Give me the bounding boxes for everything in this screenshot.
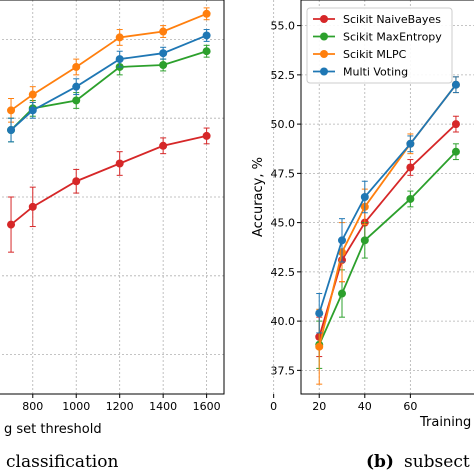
multi_voting-line	[318, 84, 457, 314]
multi_voting-point	[7, 126, 16, 135]
right-caption-text: subsect	[404, 452, 470, 472]
x-tick-label: 20	[312, 400, 326, 413]
mlpc-line	[318, 84, 457, 347]
left-grid	[0, 0, 224, 394]
right-x-ticks: 0 20 40 60	[270, 394, 417, 413]
mlpc-line	[10, 12, 207, 112]
legend-label-multi_voting: Multi Voting	[343, 66, 408, 79]
naive_bayes-point	[28, 202, 37, 211]
y-tick-label: 45.0	[271, 217, 296, 230]
legend: Scikit NaiveBayes Scikit MaxEntropy Scikit…	[306, 7, 453, 84]
mlpc-point	[159, 27, 168, 36]
max_entropy-point	[72, 96, 81, 105]
multi_voting-point	[338, 236, 347, 245]
mlpc-point	[202, 9, 211, 18]
max_entropy-point	[360, 236, 369, 245]
max_entropy-point	[159, 61, 168, 70]
naive_bayes-point	[202, 131, 211, 140]
multi_voting-point	[360, 193, 369, 201]
right-y-axis-label: Accuracy, %	[251, 157, 266, 237]
mlpc-series	[315, 76, 460, 385]
max_entropy-point	[406, 194, 415, 203]
multi_voting-series	[7, 29, 211, 143]
legend-label-max_entropy: Scikit MaxEntropy	[343, 31, 442, 44]
naive_bayes-series	[7, 127, 211, 253]
naive_bayes-point	[115, 159, 124, 168]
multi_voting-point	[202, 31, 211, 40]
right-series-group	[315, 76, 460, 385]
naive_bayes-point	[451, 120, 460, 129]
left-x-ticks: 800 1000 1200 1400 1600	[22, 394, 221, 413]
legend-label-mlpc: Scikit MLPC	[343, 48, 407, 61]
legend-marker-naive_bayes	[320, 15, 328, 23]
x-tick-label: 1200	[106, 400, 134, 413]
mlpc-point	[7, 106, 16, 115]
mlpc-point	[72, 62, 81, 71]
multi_voting-point	[115, 55, 124, 64]
legend-marker-mlpc	[320, 50, 328, 58]
y-tick-label: 52.5	[271, 69, 296, 82]
multi_voting-point	[451, 80, 460, 89]
y-tick-label: 37.5	[271, 364, 296, 377]
y-tick-label: 40.0	[271, 315, 296, 328]
naive_bayes-point	[7, 220, 16, 229]
right-subplot: 0 20 40 60 37.5 40.0 42.5 45.0 47.5 50.0 52.5 55.0…	[251, 0, 474, 430]
mlpc-point	[115, 33, 124, 42]
right-y-ticks: 37.5 40.0 42.5 45.0 47.5 50.0 52.5 55.0	[271, 20, 301, 377]
max_entropy-point	[338, 289, 347, 298]
legend-marker-max_entropy	[320, 32, 328, 41]
multi_voting-point	[315, 309, 324, 318]
naive_bayes-series	[315, 115, 460, 358]
x-tick-label: 1000	[62, 400, 90, 413]
x-tick-label: 800	[22, 400, 43, 413]
left-series-group	[7, 7, 211, 253]
naive_bayes-point	[72, 177, 81, 186]
y-tick-label: 55.0	[271, 20, 296, 33]
x-tick-label: 1600	[193, 400, 221, 413]
right-caption-label: (b)	[366, 452, 394, 472]
multi_voting-line	[10, 34, 207, 131]
y-tick-label: 50.0	[271, 118, 296, 131]
multi_voting-point	[159, 49, 168, 58]
legend-box	[306, 7, 453, 84]
x-tick-label: 0	[270, 400, 277, 413]
mlpc-point	[28, 90, 37, 99]
naive_bayes-point	[159, 141, 168, 150]
y-tick-label: 47.5	[271, 167, 296, 180]
left-caption: classification	[6, 452, 118, 472]
left-x-axis-label: g set threshold	[4, 422, 102, 437]
multi_voting-point	[406, 139, 415, 148]
max_entropy-point	[202, 47, 211, 56]
naive_bayes-point	[406, 163, 415, 172]
x-tick-label: 1400	[149, 400, 177, 413]
max_entropy-point	[451, 147, 460, 156]
x-tick-label: 60	[403, 400, 417, 413]
x-tick-label: 40	[358, 400, 372, 413]
mlpc-point	[315, 342, 324, 351]
max_entropy-series	[7, 44, 211, 143]
naive_bayes-line	[10, 135, 207, 226]
legend-marker-multi_voting	[320, 67, 328, 76]
left-plot-frame	[0, 0, 225, 395]
multi_voting-point	[28, 106, 37, 115]
multi_voting-series	[315, 76, 460, 334]
right-x-axis-label: Training	[419, 415, 471, 430]
naive_bayes-line	[318, 123, 457, 338]
multi_voting-point	[72, 82, 81, 91]
left-subplot: 800 1000 1200 1400 1600 g set threshold	[0, 0, 225, 437]
y-tick-label: 42.5	[271, 266, 296, 279]
right-plot-frame	[300, 0, 474, 395]
legend-label-naive_bayes: Scikit NaiveBayes	[343, 13, 441, 26]
